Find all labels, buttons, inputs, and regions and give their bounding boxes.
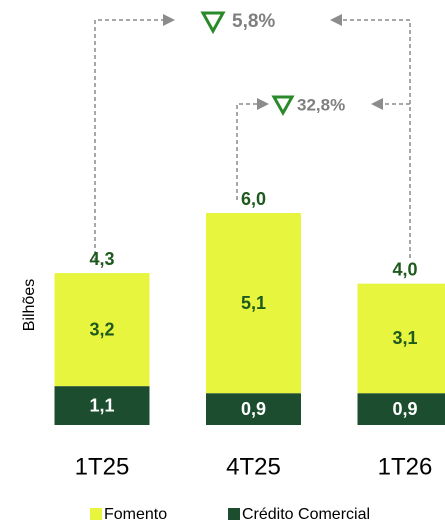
data-label: 3,1 <box>392 328 417 348</box>
total-label: 4,3 <box>89 249 114 269</box>
data-label: 3,2 <box>89 319 114 339</box>
bar-segment <box>206 213 301 394</box>
data-label: 0,9 <box>241 399 266 419</box>
down-triangle <box>200 11 226 35</box>
bar-segment <box>206 393 301 425</box>
total-label: 4,0 <box>392 259 417 279</box>
x-tick-label: 1T26 <box>378 453 433 480</box>
bar-segment <box>357 393 445 425</box>
data-label: 5,1 <box>241 293 266 313</box>
data-label: 0,9 <box>392 399 417 419</box>
x-tick-label: 1T25 <box>75 453 130 480</box>
legend-label: Fomento <box>104 506 167 522</box>
annotation: 5,8% <box>232 11 275 32</box>
y-axis-label: Bilhões <box>21 279 38 331</box>
annotation: 32,8% <box>297 95 345 114</box>
down-triangle <box>271 95 295 117</box>
bar-segment <box>54 386 150 425</box>
data-label: 1,1 <box>89 395 114 415</box>
bar-segment <box>54 273 150 387</box>
bar-segment <box>357 283 445 394</box>
legend-label: Crédito Comercial <box>242 506 370 522</box>
legend-swatch <box>228 508 240 520</box>
legend-swatch <box>90 508 102 520</box>
x-tick-label: 4T25 <box>226 453 281 480</box>
total-label: 6,0 <box>241 189 266 209</box>
comparison-arrows <box>94 11 411 262</box>
